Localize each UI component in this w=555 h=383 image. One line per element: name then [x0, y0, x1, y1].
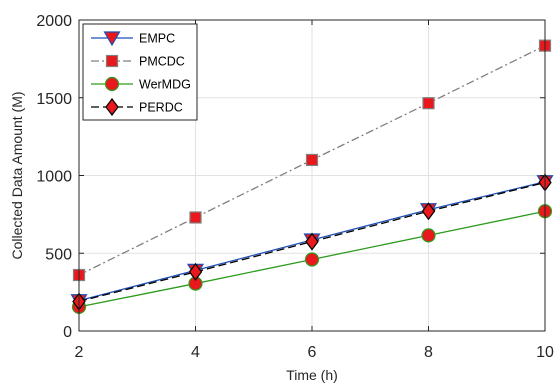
legend-label: WerMDG — [139, 78, 191, 92]
legend-marker — [103, 31, 121, 47]
series-layer — [70, 39, 554, 314]
series-wermdg — [71, 204, 553, 314]
legend-label: PMCDC — [139, 55, 185, 69]
data-point — [422, 97, 435, 110]
legend-marker — [105, 54, 119, 68]
legend-item: EMPC — [91, 31, 175, 47]
x-tick-label: 6 — [308, 344, 317, 361]
y-tick-label: 2000 — [36, 13, 72, 30]
legend-item: PMCDC — [91, 55, 185, 69]
data-point — [421, 202, 436, 221]
y-tick-label: 0 — [63, 324, 72, 341]
legend-marker — [105, 98, 119, 116]
y-tick-label: 500 — [45, 246, 72, 263]
legend: EMPC PMCDC WerMDG PERDC — [82, 23, 198, 121]
legend-label: EMPC — [139, 32, 175, 46]
tick-labels: 2 4 6 8 10 0 500 1000 1500 2000 — [36, 13, 554, 361]
data-point — [188, 262, 203, 281]
x-tick-label: 10 — [536, 344, 554, 361]
ticks — [78, 19, 546, 332]
data-point — [305, 232, 319, 251]
legend-item: WerMDG — [91, 76, 191, 92]
x-tick-label: 4 — [191, 344, 200, 361]
legend-label: PERDC — [139, 101, 183, 115]
series-perdc — [72, 173, 552, 311]
y-tick-label: 1500 — [36, 91, 72, 108]
x-axis-title: Time (h) — [286, 367, 338, 383]
data-point — [305, 153, 319, 167]
legend-marker — [104, 76, 120, 92]
legend-item: PERDC — [91, 98, 183, 116]
data-point — [304, 252, 320, 267]
x-tick-label: 2 — [75, 344, 84, 361]
legend-box — [82, 23, 198, 121]
y-axis-title: Collected Data Amount (M) — [9, 91, 25, 259]
y-tick-label: 1000 — [36, 169, 72, 186]
data-point — [421, 228, 436, 243]
x-tick-label: 8 — [424, 344, 433, 361]
data-point — [189, 211, 202, 224]
